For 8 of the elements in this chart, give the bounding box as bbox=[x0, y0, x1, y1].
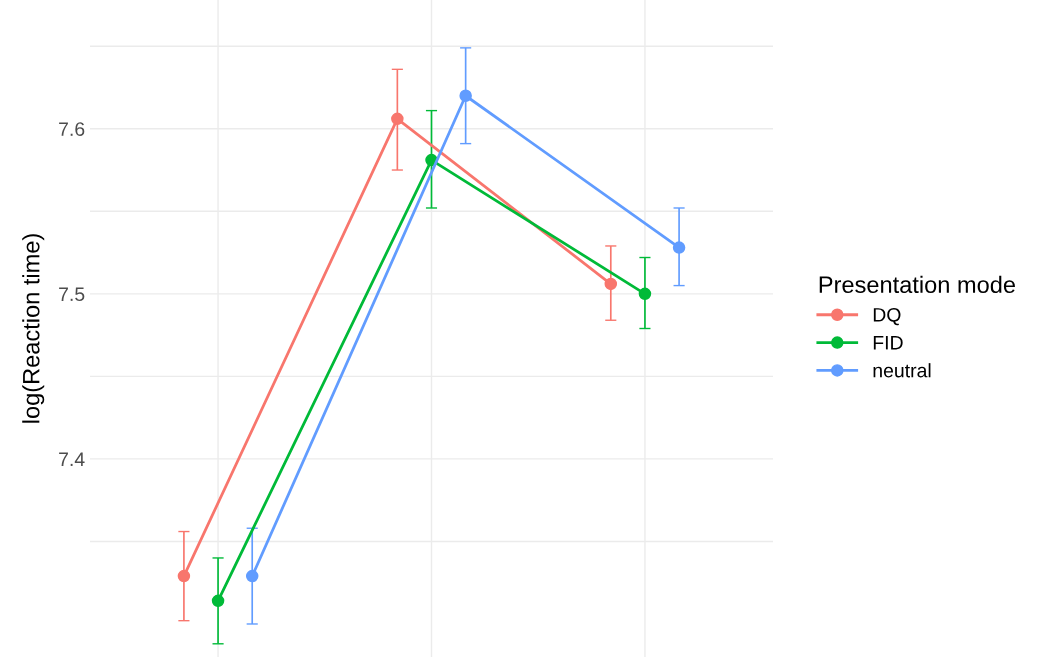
y-tick-label: 7.5 bbox=[59, 287, 85, 302]
legend-title: Presentation mode bbox=[819, 275, 1015, 294]
legend-label: FID bbox=[873, 336, 903, 350]
legend-label: DQ bbox=[873, 307, 901, 326]
legend-label: neutral bbox=[873, 363, 931, 378]
y-tick-label: 7.4 bbox=[59, 452, 85, 466]
y-tick-label: 7.6 bbox=[59, 122, 85, 136]
y-axis-title: log(Reaction time) bbox=[22, 234, 45, 423]
